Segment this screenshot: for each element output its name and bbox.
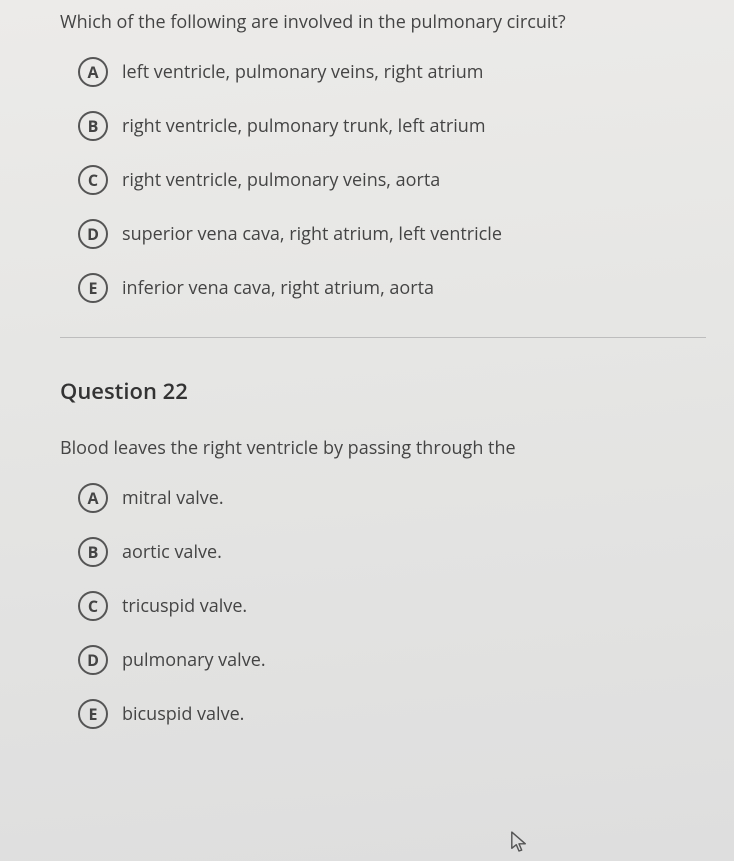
choice-text: right ventricle, pulmonary veins, aorta	[122, 168, 440, 192]
choice-text: pulmonary valve.	[122, 648, 266, 672]
choice-letter-icon: C	[78, 165, 108, 195]
question-stem: Which of the following are involved in t…	[60, 10, 706, 35]
choice-letter-icon: D	[78, 645, 108, 675]
choice-text: left ventricle, pulmonary veins, right a…	[122, 60, 483, 84]
choice-text: aortic valve.	[122, 540, 222, 564]
question-stem: Blood leaves the right ventricle by pass…	[60, 436, 706, 461]
choice-letter-icon: E	[78, 273, 108, 303]
choice-B[interactable]: B right ventricle, pulmonary trunk, left…	[78, 111, 706, 141]
choice-letter-icon: B	[78, 537, 108, 567]
choice-C[interactable]: C right ventricle, pulmonary veins, aort…	[78, 165, 706, 195]
choice-D[interactable]: D superior vena cava, right atrium, left…	[78, 219, 706, 249]
choice-letter-icon: D	[78, 219, 108, 249]
question-block-22: Question 22 Blood leaves the right ventr…	[60, 376, 706, 729]
choice-text: tricuspid valve.	[122, 594, 247, 618]
choice-B[interactable]: B aortic valve.	[78, 537, 706, 567]
choice-list: A left ventricle, pulmonary veins, right…	[60, 57, 706, 303]
choice-letter-icon: E	[78, 699, 108, 729]
choice-A[interactable]: A mitral valve.	[78, 483, 706, 513]
choice-letter-icon: C	[78, 591, 108, 621]
choice-text: superior vena cava, right atrium, left v…	[122, 222, 502, 246]
choice-text: mitral valve.	[122, 486, 224, 510]
choice-D[interactable]: D pulmonary valve.	[78, 645, 706, 675]
choice-list: A mitral valve. B aortic valve. C tricus…	[60, 483, 706, 729]
choice-letter-icon: A	[78, 57, 108, 87]
divider	[60, 337, 706, 338]
choice-text: inferior vena cava, right atrium, aorta	[122, 276, 434, 300]
choice-text: right ventricle, pulmonary trunk, left a…	[122, 114, 486, 138]
choice-E[interactable]: E inferior vena cava, right atrium, aort…	[78, 273, 706, 303]
question-block-21: Which of the following are involved in t…	[60, 10, 706, 303]
quiz-page: Which of the following are involved in t…	[0, 0, 734, 861]
question-title: Question 22	[60, 376, 706, 406]
cursor-icon	[510, 830, 528, 854]
choice-C[interactable]: C tricuspid valve.	[78, 591, 706, 621]
choice-letter-icon: A	[78, 483, 108, 513]
choice-letter-icon: B	[78, 111, 108, 141]
choice-E[interactable]: E bicuspid valve.	[78, 699, 706, 729]
choice-A[interactable]: A left ventricle, pulmonary veins, right…	[78, 57, 706, 87]
choice-text: bicuspid valve.	[122, 702, 244, 726]
